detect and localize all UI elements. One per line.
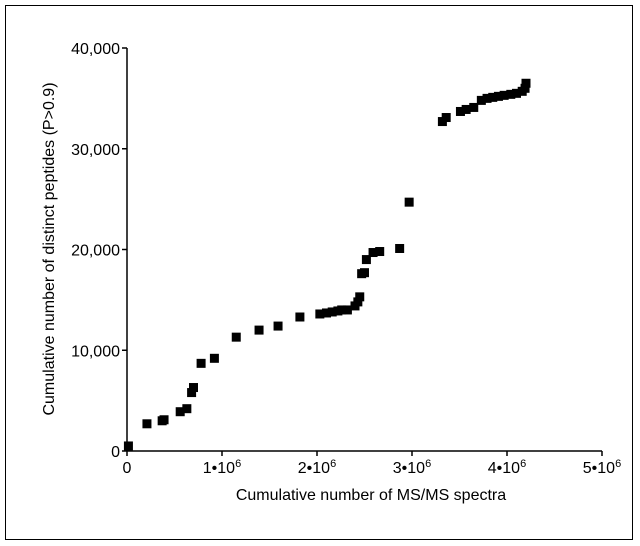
x-tick-label-exponent: 6 [330,458,336,470]
x-tick-label: 2•106 [298,458,336,477]
data-point [273,321,283,331]
data-point [254,325,264,335]
x-tick-label-exponent: 6 [235,458,241,470]
x-tick-label: 0 [123,460,132,477]
data-point [521,78,531,88]
data-point [499,90,509,100]
data-points [123,78,531,451]
data-point [395,243,405,253]
data-point [175,407,185,417]
data-point [187,388,197,398]
data-point [469,102,479,112]
data-point [342,305,352,315]
x-tick-label: 1•106 [203,458,241,477]
x-tick-label-base: 1•10 [203,460,235,477]
x-tick-label-exponent: 6 [425,458,431,470]
y-tick-label: 40,000 [71,41,120,58]
x-axis-title: Cumulative number of MS/MS spectra [236,487,506,504]
y-tick-label: 30,000 [71,142,120,159]
data-point [327,307,337,317]
data-point [493,91,503,101]
y-axis-title: Cumulative number of distinct peptides (… [41,82,58,415]
x-tick-label: 3•106 [393,458,431,477]
data-point [455,106,465,116]
data-point [196,358,206,368]
data-point [482,93,492,103]
data-point [315,309,325,319]
data-point [506,89,516,99]
data-point [189,383,198,393]
chart-frame: 0 10,000 20,000 30,000 40,000 0 1•106 2•106 3•1… [5,5,633,540]
data-point [322,308,331,318]
x-tick-label: 4•106 [488,458,526,477]
x-tick-label-base: 5•10 [583,460,615,477]
data-point [368,248,378,258]
data-point [355,292,365,302]
data-point [461,104,471,114]
data-point [476,95,486,105]
data-point [123,441,133,451]
y-tick-label: 20,000 [71,243,120,260]
data-point [142,419,152,429]
y-tick-label: 0 [111,444,120,461]
y-ticks: 0 10,000 20,000 30,000 40,000 [71,41,127,461]
data-point [337,305,347,315]
data-point [404,197,414,207]
y-tick-label: 10,000 [71,343,120,360]
x-tick-label-base: 2•10 [298,460,330,477]
x-tick-label-exponent: 6 [615,458,621,470]
data-point [361,255,371,265]
x-ticks: 0 1•106 2•106 3•106 4•106 5•106 [123,451,621,477]
x-tick-label: 5•106 [583,458,621,477]
data-point [295,312,305,322]
data-point [360,268,369,278]
data-point [182,404,192,414]
x-tick-label-base: 4•10 [488,460,520,477]
data-point [231,332,241,342]
x-tick-label-exponent: 6 [520,458,526,470]
data-point [353,297,363,307]
data-point [209,353,219,363]
data-point [488,92,498,102]
x-tick-label-base: 0 [123,460,132,477]
data-point [441,113,451,123]
data-point [520,83,530,93]
data-point [512,88,521,98]
x-tick-label-base: 3•10 [393,460,425,477]
data-point [159,415,169,425]
data-point [375,247,385,257]
